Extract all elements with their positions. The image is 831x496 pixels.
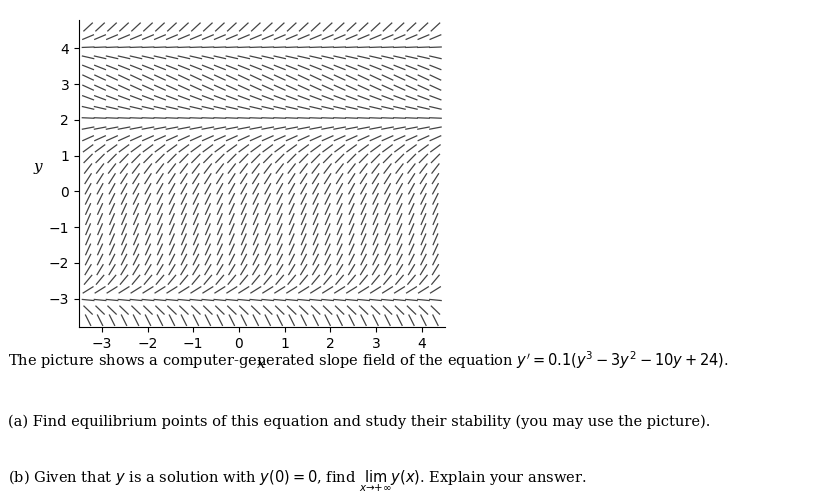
Text: (b) Given that $y$ is a solution with $y(0) = 0$, find $\lim_{x\to+\infty} y(x)$: (b) Given that $y$ is a solution with $y… (8, 469, 587, 495)
Y-axis label: y: y (33, 160, 42, 174)
Text: (a) Find equilibrium points of this equation and study their stability (you may : (a) Find equilibrium points of this equa… (8, 414, 711, 429)
Text: The picture shows a computer-generated slope field of the equation $y' = 0.1(y^3: The picture shows a computer-generated s… (8, 350, 730, 372)
X-axis label: x: x (258, 357, 266, 371)
